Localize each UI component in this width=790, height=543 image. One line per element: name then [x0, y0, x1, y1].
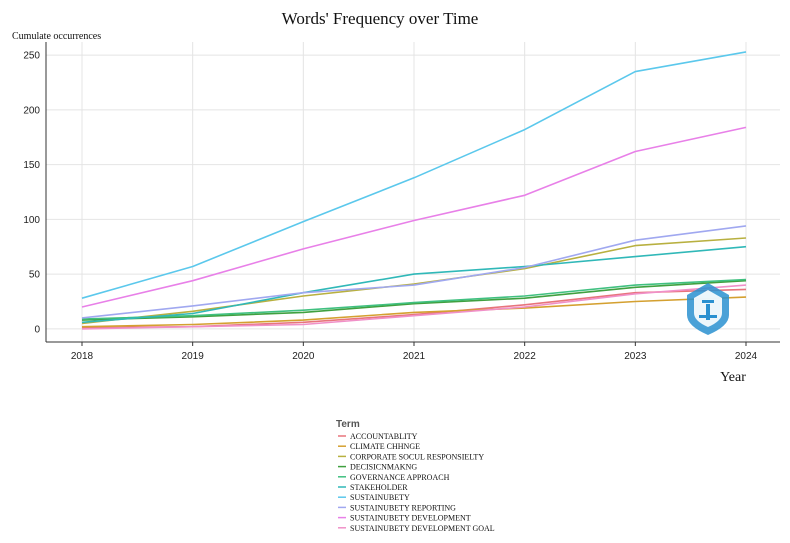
x-tick-label: 2021	[403, 351, 426, 362]
x-tick-label: 2018	[71, 351, 94, 362]
legend-label: SUSTAINUBETY REPORTING	[350, 503, 456, 512]
series-line-9	[81, 284, 747, 330]
series-line-7	[81, 225, 747, 319]
legend-label: CLIMATE CHHNGE	[350, 442, 420, 451]
legend-label: STAKEHOLDER	[350, 483, 408, 492]
y-tick-label: 50	[29, 270, 41, 281]
legend-label: SUSTAINUBETY	[350, 493, 410, 502]
x-tick-label: 2022	[514, 351, 537, 362]
axes: 0 50 100 150 200 250 2018 2019 2020 2021 2022 2023 2…	[23, 42, 780, 362]
series-line-3	[81, 279, 747, 321]
legend-label: ACCOUNTABLITY	[350, 432, 418, 441]
legend-label: SUSTAINUBETY DEVELOPMENT	[350, 514, 471, 523]
series-lines	[81, 51, 747, 330]
y-tick-label: 100	[23, 215, 40, 226]
series-line-2	[81, 237, 747, 325]
x-tick-label: 2020	[292, 351, 315, 362]
series-line-6	[81, 51, 747, 299]
y-tick-label: 250	[23, 51, 40, 62]
chart-title: Words' Frequency over Time	[282, 9, 479, 28]
y-tick-label: 0	[34, 324, 40, 335]
series-line-8	[81, 126, 747, 308]
legend-label: SUSTAINUBETY DEVELOPMENT GOAL	[350, 524, 495, 533]
y-axis-label: Cumulate occurrences	[12, 31, 101, 42]
x-tick-label: 2024	[735, 351, 758, 362]
y-tick-label: 200	[23, 105, 40, 116]
series-line-5	[81, 245, 747, 324]
legend-label: DECISICNMAKNG	[350, 463, 417, 472]
x-tick-label: 2023	[624, 351, 647, 362]
grid	[46, 42, 780, 342]
x-tick-label: 2019	[182, 351, 205, 362]
y-tick-label: 150	[23, 160, 40, 171]
legend-label: GOVERNANCE APPROACH	[350, 473, 450, 482]
legend-title: Term	[336, 419, 360, 430]
series-line-1	[81, 296, 747, 328]
shield-logo-icon	[687, 283, 729, 335]
series-line-4	[81, 278, 747, 320]
x-axis-label: Year	[720, 370, 746, 385]
legend-label: CORPORATE SOCUL RESPONSIELTY	[350, 452, 484, 461]
